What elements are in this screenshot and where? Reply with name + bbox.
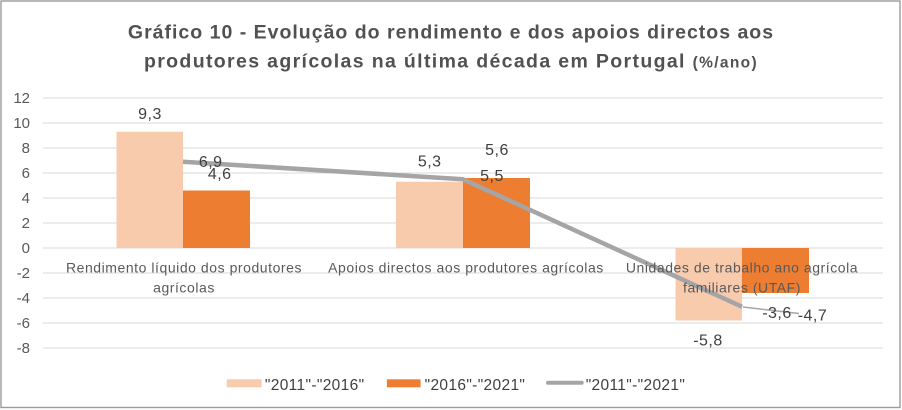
svg-text:"2011"-"2021": "2011"-"2021" [586,377,686,394]
svg-text:-4: -4 [17,290,30,307]
svg-text:produtores agrícolas na última: produtores agrícolas na última década em… [144,51,758,73]
svg-text:-5,8: -5,8 [693,333,723,350]
svg-text:5,3: 5,3 [418,154,442,171]
svg-text:12: 12 [13,90,30,107]
svg-text:Gráfico 10 - Evolução do rendi: Gráfico 10 - Evolução do rendimento e do… [128,22,774,44]
svg-text:6,9: 6,9 [199,154,223,171]
svg-text:5,5: 5,5 [480,168,504,185]
svg-text:9,3: 9,3 [138,106,162,123]
svg-text:-4,7: -4,7 [798,308,828,325]
svg-text:10: 10 [13,115,30,132]
svg-text:-3,6: -3,6 [762,305,792,322]
svg-text:Rendimento líquido dos produto: Rendimento líquido dos produtores [66,260,302,276]
svg-text:familiares (UTAF): familiares (UTAF) [683,279,801,295]
svg-text:"2011"-"2016": "2011"-"2016" [265,377,365,394]
svg-text:Apoios directos aos produtores: Apoios directos aos produtores agrícolas [328,260,604,276]
svg-text:0: 0 [22,240,30,257]
svg-text:Unidades de trabalho ano agríc: Unidades de trabalho ano agrícola [626,260,858,276]
svg-text:6: 6 [22,165,30,182]
svg-text:4: 4 [22,190,30,207]
svg-text:8: 8 [22,140,30,157]
svg-text:4,6: 4,6 [208,166,232,183]
svg-text:-8: -8 [17,340,30,357]
svg-text:5,6: 5,6 [485,142,509,159]
svg-text:-2: -2 [17,265,30,282]
svg-text:-6: -6 [17,315,30,332]
svg-text:"2016"-"2021": "2016"-"2021" [425,377,526,394]
svg-text:2: 2 [22,215,30,232]
svg-text:agrícolas: agrícolas [153,279,215,295]
